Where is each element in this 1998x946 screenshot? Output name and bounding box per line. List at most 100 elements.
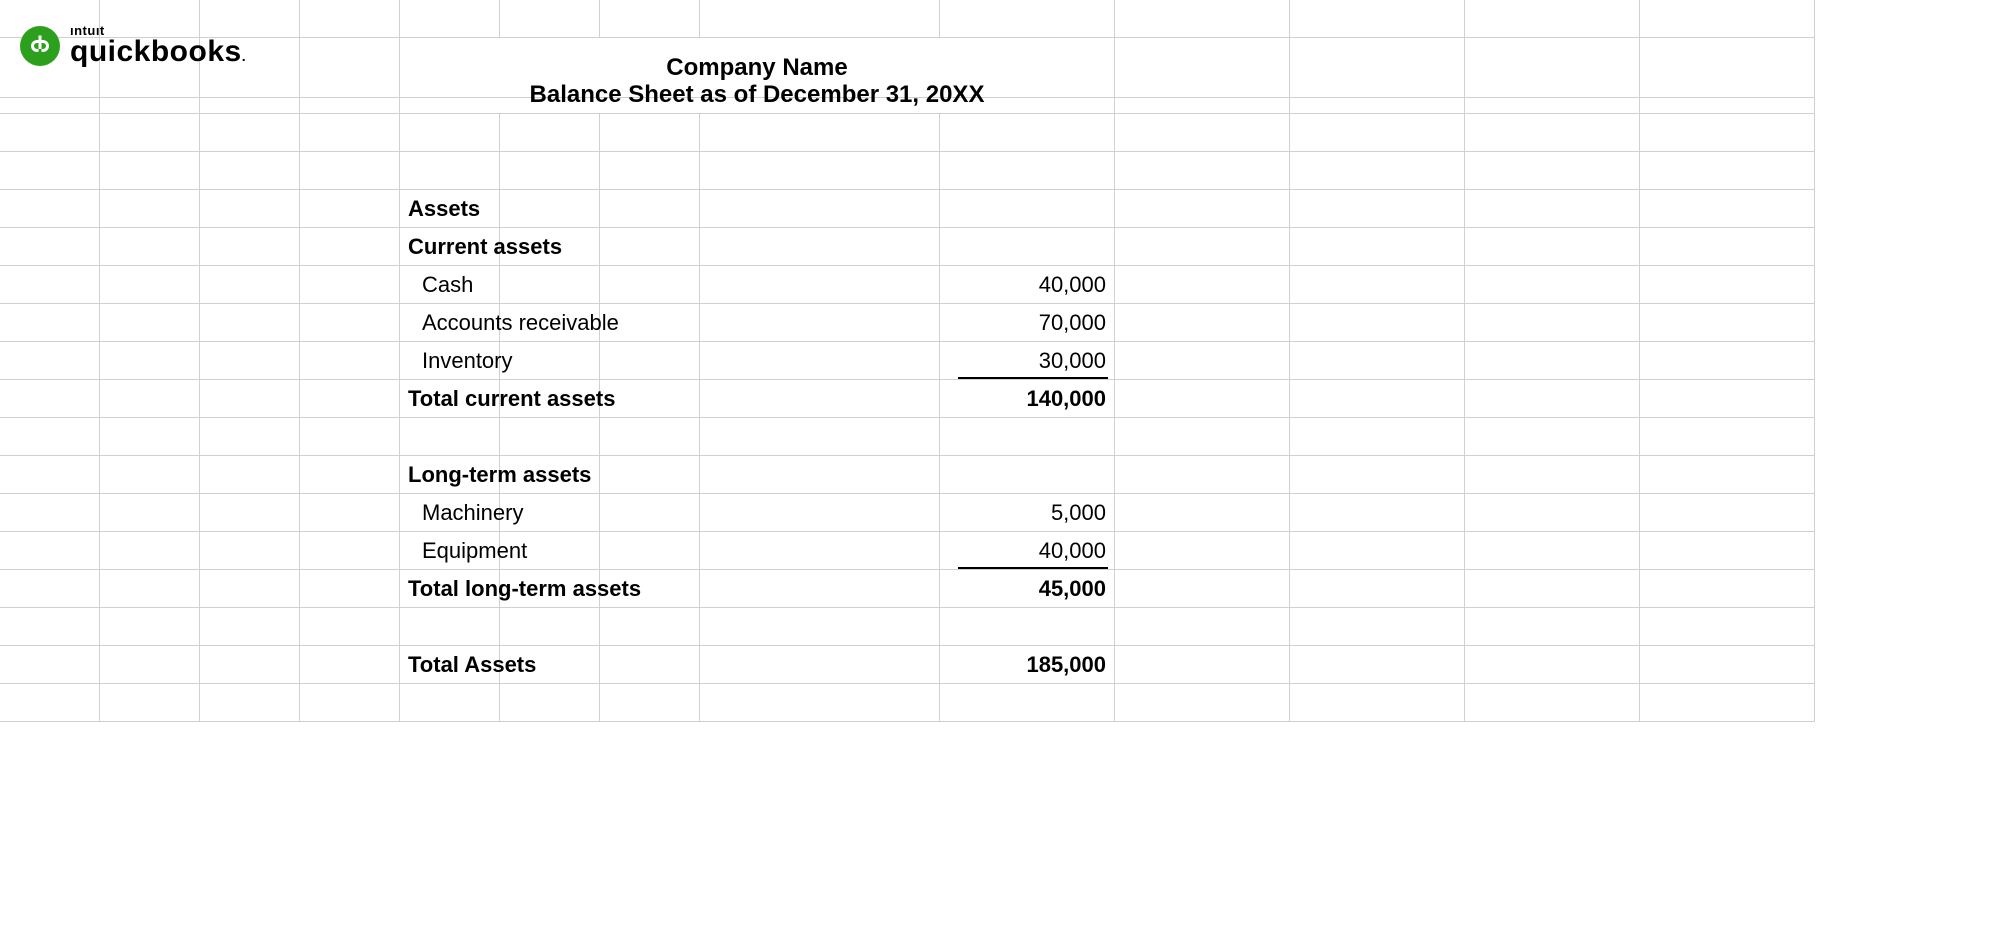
- grid-cell[interactable]: [1115, 494, 1290, 532]
- grid-cell[interactable]: [1640, 684, 1815, 722]
- grid-cell[interactable]: [0, 266, 100, 304]
- assets-heading-cell[interactable]: Assets: [400, 190, 500, 228]
- grid-cell[interactable]: [1640, 608, 1815, 646]
- grid-cell[interactable]: [1290, 0, 1465, 38]
- grid-cell[interactable]: [300, 0, 400, 38]
- grid-cell[interactable]: [200, 380, 300, 418]
- line-item-label-cell[interactable]: Machinery: [400, 494, 500, 532]
- grid-cell[interactable]: [1115, 342, 1290, 380]
- grid-cell[interactable]: [1465, 532, 1640, 570]
- grid-cell[interactable]: [200, 684, 300, 722]
- grid-cell[interactable]: [300, 342, 400, 380]
- grid-cell[interactable]: [100, 76, 200, 114]
- grid-cell[interactable]: [500, 608, 600, 646]
- grid-cell[interactable]: [400, 418, 500, 456]
- grid-cell[interactable]: [1465, 266, 1640, 304]
- grid-cell[interactable]: [300, 266, 400, 304]
- grid-cell[interactable]: [1115, 684, 1290, 722]
- grid-cell[interactable]: [300, 646, 400, 684]
- grid-cell[interactable]: [500, 684, 600, 722]
- grid-cell[interactable]: [700, 418, 940, 456]
- grid-cell[interactable]: [700, 266, 940, 304]
- grid-cell[interactable]: [600, 266, 700, 304]
- grid-cell[interactable]: [0, 570, 100, 608]
- total-long-term-assets-value-cell[interactable]: 45,000: [940, 570, 1115, 608]
- grid-cell[interactable]: [1465, 114, 1640, 152]
- grid-cell[interactable]: [200, 342, 300, 380]
- grid-cell[interactable]: [1290, 570, 1465, 608]
- grid-cell[interactable]: [1115, 456, 1290, 494]
- grid-cell[interactable]: [100, 228, 200, 266]
- grid-cell[interactable]: [940, 114, 1115, 152]
- grid-cell[interactable]: [1465, 608, 1640, 646]
- grid-cell[interactable]: [200, 532, 300, 570]
- grid-cell[interactable]: [100, 114, 200, 152]
- grid-cell[interactable]: [940, 456, 1115, 494]
- line-item-value-cell[interactable]: 30,000: [940, 342, 1115, 380]
- total-current-assets-value-cell[interactable]: 140,000: [940, 380, 1115, 418]
- grid-cell[interactable]: [1640, 380, 1815, 418]
- grid-cell[interactable]: [1290, 380, 1465, 418]
- grid-cell[interactable]: [1465, 342, 1640, 380]
- balance-sheet-subtitle[interactable]: Balance Sheet as of December 31, 20XX: [400, 76, 1115, 114]
- grid-cell[interactable]: [700, 304, 940, 342]
- grid-cell[interactable]: [1115, 266, 1290, 304]
- grid-cell[interactable]: [0, 380, 100, 418]
- grid-cell[interactable]: [1115, 228, 1290, 266]
- grid-cell[interactable]: [1115, 114, 1290, 152]
- grid-cell[interactable]: [200, 76, 300, 114]
- grid-cell[interactable]: [200, 266, 300, 304]
- grid-cell[interactable]: [1465, 684, 1640, 722]
- grid-cell[interactable]: [1290, 228, 1465, 266]
- grid-cell[interactable]: [300, 190, 400, 228]
- grid-cell[interactable]: [0, 152, 100, 190]
- grid-cell[interactable]: [600, 342, 700, 380]
- grid-cell[interactable]: [1290, 494, 1465, 532]
- grid-cell[interactable]: [700, 114, 940, 152]
- grid-cell[interactable]: [200, 152, 300, 190]
- grid-cell[interactable]: [300, 380, 400, 418]
- grid-cell[interactable]: [600, 532, 700, 570]
- long-term-assets-heading-cell[interactable]: Long-term assets: [400, 456, 500, 494]
- grid-cell[interactable]: [1115, 380, 1290, 418]
- grid-cell[interactable]: [400, 0, 500, 38]
- grid-cell[interactable]: [500, 418, 600, 456]
- grid-cell[interactable]: [500, 0, 600, 38]
- grid-cell[interactable]: [300, 532, 400, 570]
- grid-cell[interactable]: [940, 684, 1115, 722]
- grid-cell[interactable]: [400, 152, 500, 190]
- grid-cell[interactable]: [200, 228, 300, 266]
- grid-cell[interactable]: [200, 190, 300, 228]
- grid-cell[interactable]: [0, 418, 100, 456]
- grid-cell[interactable]: [1640, 152, 1815, 190]
- grid-cell[interactable]: [400, 114, 500, 152]
- grid-cell[interactable]: [200, 646, 300, 684]
- grid-cell[interactable]: [500, 190, 600, 228]
- grid-cell[interactable]: [940, 228, 1115, 266]
- line-item-label-cell[interactable]: Inventory: [400, 342, 500, 380]
- grid-cell[interactable]: [100, 266, 200, 304]
- grid-cell[interactable]: [1465, 494, 1640, 532]
- grid-cell[interactable]: [600, 152, 700, 190]
- grid-cell[interactable]: [1640, 456, 1815, 494]
- grid-cell[interactable]: [940, 152, 1115, 190]
- grid-cell[interactable]: [1465, 190, 1640, 228]
- grid-cell[interactable]: [700, 494, 940, 532]
- grid-cell[interactable]: [1290, 304, 1465, 342]
- grid-cell[interactable]: [700, 342, 940, 380]
- grid-cell[interactable]: [1115, 646, 1290, 684]
- grid-cell[interactable]: [0, 114, 100, 152]
- grid-cell[interactable]: [1465, 418, 1640, 456]
- grid-cell[interactable]: [600, 456, 700, 494]
- line-item-label-cell[interactable]: Equipment: [400, 532, 500, 570]
- grid-cell[interactable]: [1640, 76, 1815, 114]
- line-item-label-cell[interactable]: Accounts receivable: [400, 304, 500, 342]
- line-item-label-cell[interactable]: Cash: [400, 266, 500, 304]
- grid-cell[interactable]: [0, 342, 100, 380]
- grid-cell[interactable]: [1465, 76, 1640, 114]
- grid-cell[interactable]: [100, 190, 200, 228]
- grid-cell[interactable]: [1290, 646, 1465, 684]
- grid-cell[interactable]: [600, 418, 700, 456]
- grid-cell[interactable]: [100, 532, 200, 570]
- grid-cell[interactable]: [200, 114, 300, 152]
